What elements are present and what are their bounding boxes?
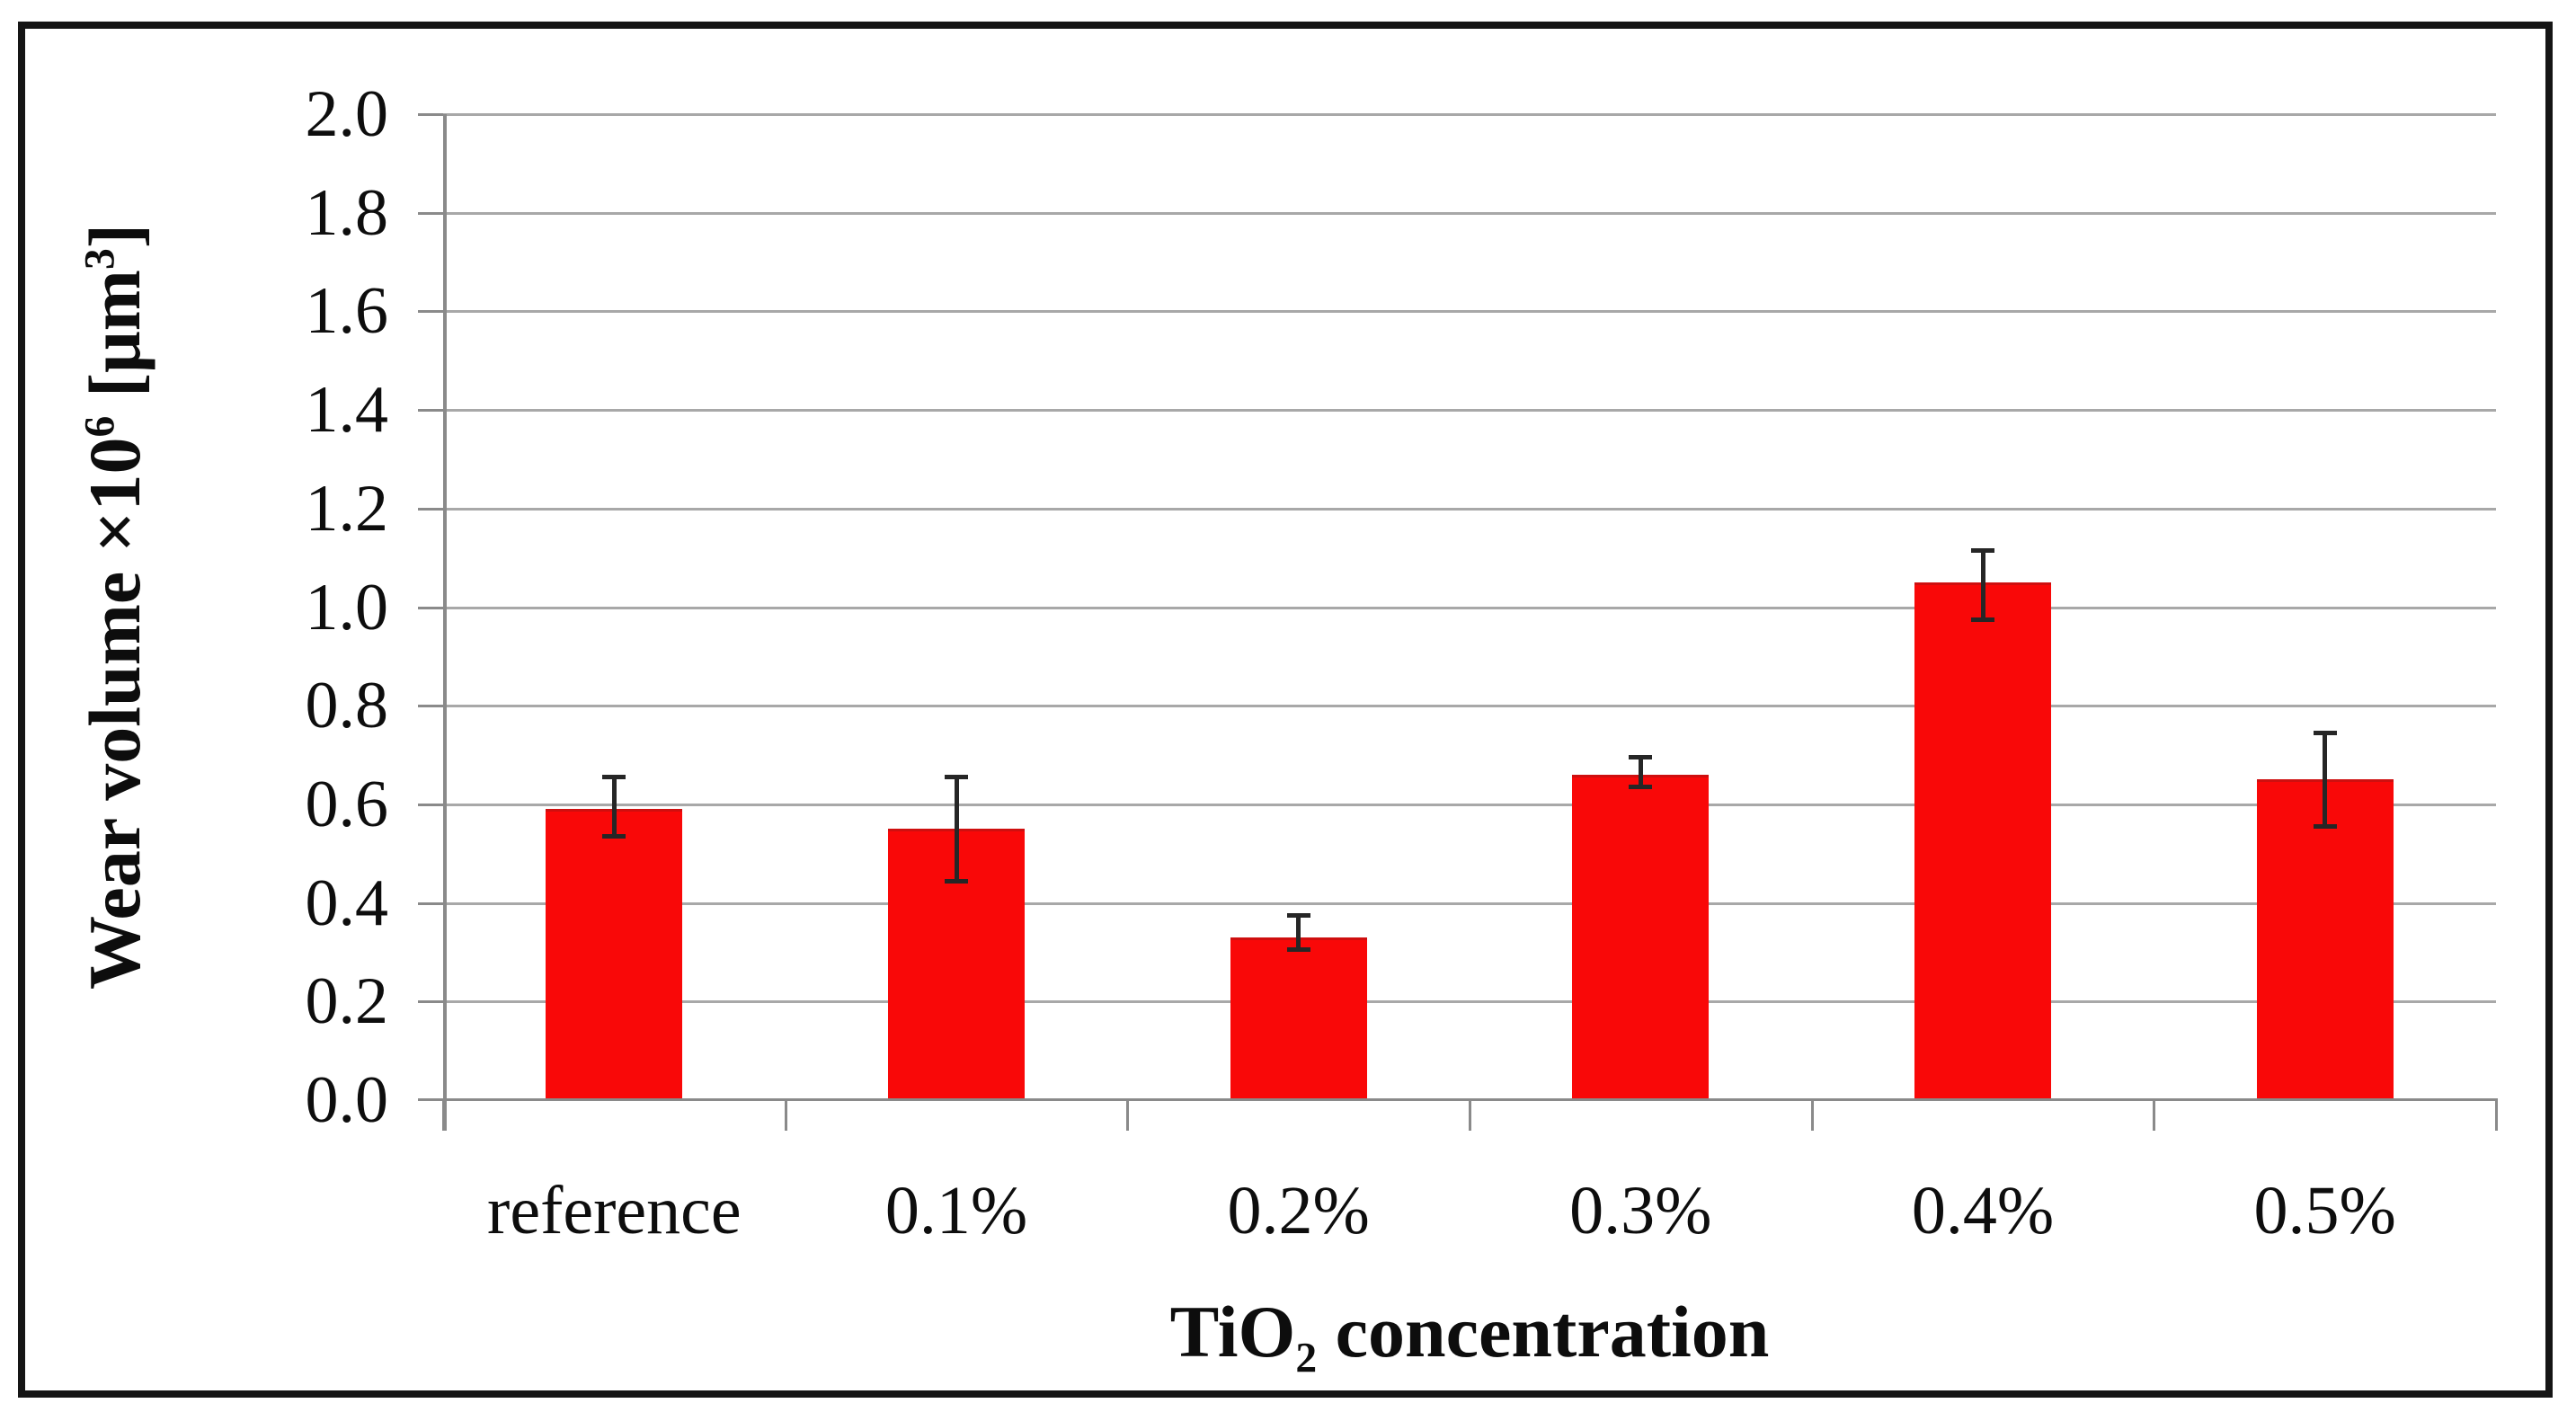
- superscript: 3: [76, 248, 124, 271]
- y-tick: [418, 310, 443, 314]
- y-tick: [418, 113, 443, 116]
- error-bar-cap-top: [602, 774, 626, 779]
- x-tick: [1126, 1098, 1130, 1131]
- x-category-label-reference: reference: [487, 1173, 742, 1248]
- bar-0.3%: [1572, 774, 1710, 1100]
- error-bar-cap-top: [945, 774, 968, 779]
- gridline: [443, 901, 2496, 905]
- y-axis-title: Wear volume ×106 [μm3]: [66, 72, 164, 1141]
- y-tick: [418, 901, 443, 905]
- gridline: [443, 211, 2496, 215]
- y-tick-label: 1.8: [305, 175, 389, 250]
- error-bar-stem: [954, 774, 959, 884]
- error-bar-cap-top: [1629, 755, 1653, 760]
- gridline: [443, 705, 2496, 708]
- y-tick-label: 1.6: [305, 274, 389, 349]
- plot-area: [418, 113, 2498, 1131]
- y-tick-label: 0.2: [305, 964, 389, 1039]
- y-tick: [418, 211, 443, 215]
- title-text: [μm: [74, 270, 155, 416]
- x-tick: [2495, 1098, 2498, 1131]
- y-tick-label: 0.0: [305, 1063, 389, 1137]
- error-bar-cap-bottom: [1629, 785, 1653, 790]
- title-text: Wear volume ×10: [74, 437, 155, 990]
- x-axis-title: TiO2 concentration: [930, 1287, 2009, 1380]
- gridline: [443, 113, 2496, 116]
- x-tick: [1469, 1098, 1471, 1131]
- title-text: TiO: [1169, 1291, 1296, 1372]
- bar-0.4%: [1914, 582, 2051, 1100]
- y-tick: [418, 803, 443, 806]
- title-text: concentration: [1317, 1291, 1770, 1372]
- error-bar-cap-bottom: [602, 834, 626, 839]
- error-bar-stem: [2323, 730, 2328, 830]
- gridline: [443, 409, 2496, 413]
- error-bar-stem: [1296, 912, 1301, 953]
- error-bar-cap-bottom: [1971, 617, 1994, 622]
- y-axis-line: [443, 114, 447, 1131]
- gridline: [443, 606, 2496, 609]
- y-tick-label: 1.4: [305, 373, 389, 448]
- x-category-label-0.5%: 0.5%: [2253, 1173, 2396, 1248]
- subscript: 2: [1295, 1335, 1318, 1382]
- y-tick: [418, 507, 443, 511]
- x-axis-line: [418, 1098, 2496, 1101]
- gridline: [443, 1000, 2496, 1004]
- y-tick: [418, 606, 443, 609]
- y-tick-label: 1.0: [305, 570, 389, 644]
- y-tick-label: 0.6: [305, 767, 389, 841]
- error-bar-cap-bottom: [2313, 824, 2337, 830]
- gridline: [443, 310, 2496, 314]
- y-tick-label: 0.8: [305, 669, 389, 743]
- y-tick-label: 0.4: [305, 866, 389, 940]
- y-tick: [418, 1000, 443, 1004]
- error-bar-cap-bottom: [1286, 947, 1310, 953]
- x-tick: [2153, 1098, 2156, 1131]
- y-tick: [418, 409, 443, 413]
- x-category-label-0.3%: 0.3%: [1569, 1173, 1712, 1248]
- bar-reference: [546, 809, 683, 1100]
- error-bar-cap-top: [1286, 912, 1310, 918]
- error-bar-stem: [1980, 547, 1985, 622]
- chart-outer-frame: [18, 22, 2553, 1398]
- title-text: ]: [74, 223, 155, 249]
- x-tick: [1810, 1098, 1814, 1131]
- x-category-label-0.2%: 0.2%: [1227, 1173, 1370, 1248]
- y-tick-label: 1.2: [305, 471, 389, 546]
- x-tick: [784, 1098, 787, 1131]
- x-category-label-0.4%: 0.4%: [1911, 1173, 2055, 1248]
- superscript: 6: [76, 415, 124, 438]
- gridline: [443, 507, 2496, 511]
- error-bar-stem: [1638, 755, 1643, 790]
- y-tick-label: 2.0: [305, 77, 389, 151]
- gridline: [443, 803, 2496, 806]
- y-tick: [418, 705, 443, 708]
- error-bar-cap-top: [1971, 547, 1994, 553]
- error-bar-cap-bottom: [945, 878, 968, 884]
- error-bar-stem: [611, 774, 617, 839]
- bar-0.2%: [1230, 937, 1367, 1100]
- x-tick: [442, 1098, 445, 1131]
- error-bar-cap-top: [2313, 730, 2337, 735]
- x-category-label-0.1%: 0.1%: [884, 1173, 1028, 1248]
